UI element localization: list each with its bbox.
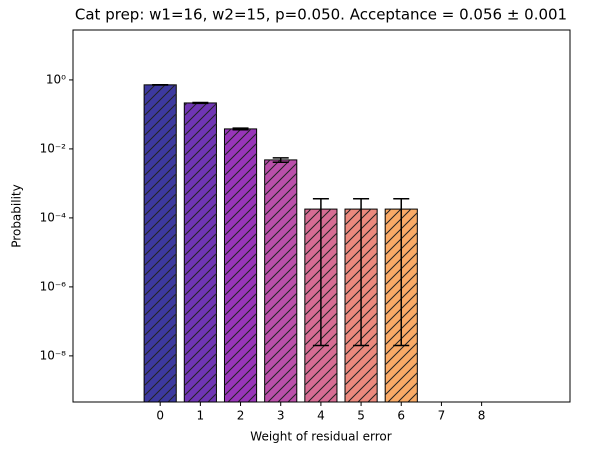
bar-hatch: [184, 102, 217, 402]
x-axis-label: Weight of residual error: [250, 430, 391, 444]
bar-hatch: [264, 159, 297, 402]
y-tick-label: 10⁻²: [40, 141, 67, 155]
x-tick-label: 2: [237, 409, 245, 423]
chart-title: Cat prep: w1=16, w2=15, p=0.050. Accepta…: [75, 6, 567, 24]
x-tick-label: 1: [197, 409, 205, 423]
x-tick-label: 7: [438, 409, 446, 423]
x-tick-label: 6: [397, 409, 405, 423]
bar-hatch: [144, 84, 177, 402]
x-tick-label: 3: [277, 409, 285, 423]
axes-frame: [72, 29, 571, 403]
x-tick-label: 5: [357, 409, 365, 423]
x-tick-label: 0: [156, 409, 164, 423]
bar-hatch: [224, 128, 257, 402]
y-axis-label: Probability: [10, 184, 24, 247]
y-tick-label: 10⁻⁸: [40, 348, 67, 362]
y-tick-label: 10⁰: [46, 72, 66, 86]
x-tick-label: 4: [317, 409, 325, 423]
y-tick-label: 10⁻⁴: [40, 210, 67, 224]
plot-area: 10⁰ 10⁻² 10⁻⁴ 10⁻⁶ 10⁻⁸ 0 1 2 3 4 5 6 7 8: [40, 72, 486, 422]
y-tick-label: 10⁻⁶: [40, 279, 67, 293]
x-tick-label: 8: [478, 409, 486, 423]
